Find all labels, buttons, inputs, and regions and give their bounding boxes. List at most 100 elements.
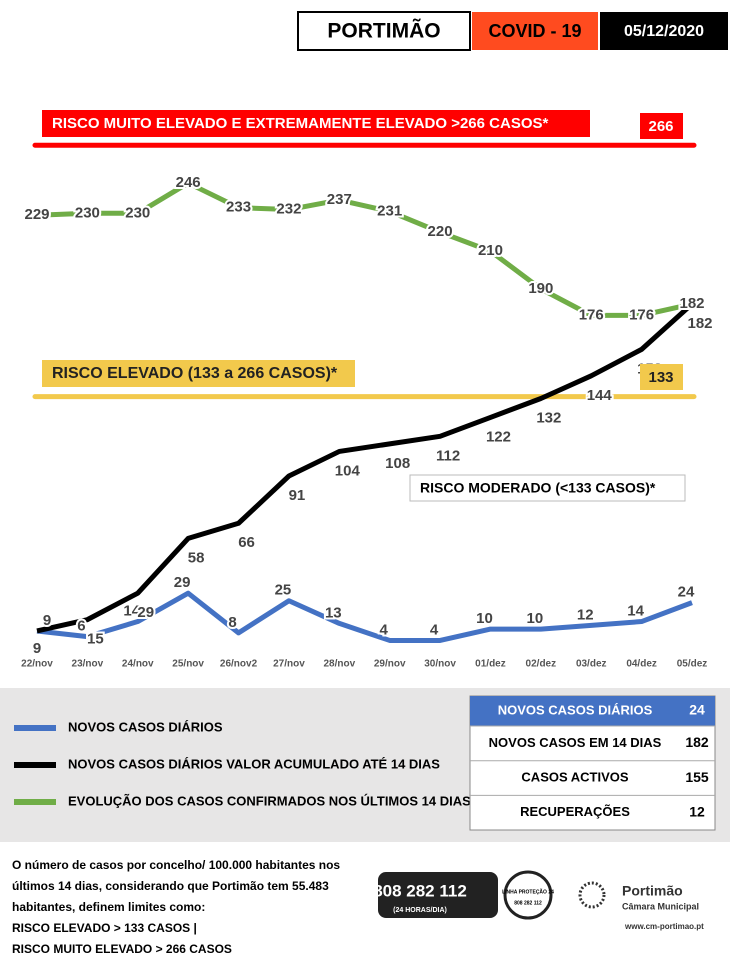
- data-label: 29: [174, 574, 191, 591]
- data-label: 108: [385, 455, 410, 472]
- data-label: 112: [436, 447, 460, 464]
- x-tick-label: 04/dez: [626, 659, 657, 670]
- annotation: RISCO MODERADO (<133 CASOS)*: [420, 480, 656, 496]
- line-phone: 808 282 112: [514, 900, 542, 906]
- threshold-label: RISCO MUITO ELEVADO E EXTREMAMENTE ELEVA…: [52, 115, 548, 132]
- data-label: 210: [478, 242, 503, 259]
- data-label: 220: [428, 223, 453, 240]
- x-tick-label: 01/dez: [475, 659, 506, 670]
- x-tick-label: 23/nov: [72, 659, 104, 670]
- footer-note: últimos 14 dias, considerando que Portim…: [12, 879, 329, 893]
- data-label: 182: [687, 315, 712, 332]
- threshold-value-box: [640, 113, 683, 139]
- data-label: 25: [275, 582, 292, 599]
- data-label: 237: [327, 191, 352, 208]
- data-label: 6: [77, 618, 85, 635]
- data-label: 233: [226, 199, 251, 216]
- data-label: 9: [33, 640, 41, 657]
- data-label: 9: [43, 612, 51, 629]
- x-tick-label: 24/nov: [122, 659, 154, 670]
- threshold-label-box: [42, 360, 355, 387]
- place-box: [297, 11, 471, 51]
- x-tick-label: 27/nov: [273, 659, 305, 670]
- table-value: 12: [689, 803, 705, 819]
- data-label: 144: [587, 387, 613, 404]
- x-tick-label: 28/nov: [323, 659, 355, 670]
- footer-note: RISCO MUITO ELEVADO > 266 CASOS: [12, 942, 232, 956]
- legend-label: NOVOS CASOS DIÁRIOS VALOR ACUMULADO ATÉ …: [68, 756, 440, 771]
- legend-label: EVOLUÇÃO DOS CASOS CONFIRMADOS NOS ÚLTIM…: [68, 793, 471, 808]
- data-label: 231: [377, 202, 402, 219]
- brand: Portimão: [622, 883, 683, 899]
- data-label: 132: [536, 409, 561, 426]
- footer-note: habitantes, definem limites como:: [12, 900, 205, 914]
- x-tick-label: 30/nov: [424, 659, 456, 670]
- legend-label: NOVOS CASOS DIÁRIOS: [68, 719, 223, 734]
- data-label: 10: [476, 610, 493, 627]
- footer-note: RISCO ELEVADO > 133 CASOS |: [12, 921, 197, 935]
- data-label: 91: [289, 487, 306, 504]
- legend: NOVOS CASOS DIÁRIOS NOVOS CASOS DIÁRIOS V…: [14, 719, 471, 808]
- table-label: NOVOS CASOS EM 14 DIAS: [489, 735, 662, 750]
- data-label: 66: [238, 534, 255, 551]
- table-value: 24: [689, 702, 705, 718]
- summary-table: NOVOS CASOS DIÁRIOS 24 NOVOS CASOS EM 14 D…: [469, 695, 716, 831]
- data-label: 122: [486, 428, 511, 445]
- url: www.cm-portimao.pt: [624, 922, 704, 931]
- x-tick-label: 22/nov: [21, 659, 53, 670]
- phone-hours: (24 HORAS/DIA): [393, 907, 447, 914]
- x-tick-label: 05/dez: [677, 659, 708, 670]
- data-label: 13: [325, 604, 342, 621]
- topic-box: [472, 12, 598, 50]
- topic: COVID - 19: [488, 21, 581, 41]
- data-label: 190: [528, 280, 553, 297]
- threshold-value: 133: [648, 369, 673, 386]
- date: 05/12/2020: [624, 23, 704, 40]
- data-label: 8: [228, 614, 236, 631]
- line-name: LINHA PROTEÇÃO 24: [502, 888, 554, 895]
- series-line: [36, 302, 694, 634]
- data-label: 182: [679, 295, 704, 312]
- data-label: 246: [176, 174, 201, 191]
- data-label: 4: [380, 621, 389, 638]
- data-label: 104: [335, 462, 361, 479]
- data-label: 24: [678, 584, 695, 601]
- data-label: 10: [527, 610, 544, 627]
- x-tick-label: 29/nov: [374, 659, 406, 670]
- brand-sub: Câmara Municipal: [622, 901, 699, 911]
- threshold-label-box: [42, 110, 590, 137]
- data-label: 4: [430, 621, 439, 638]
- threshold-value-box: [640, 364, 683, 390]
- table-label: RECUPERAÇÕES: [520, 804, 630, 819]
- table-header: [470, 696, 715, 726]
- threshold-label: RISCO ELEVADO (133 a 266 CASOS)*: [52, 365, 338, 382]
- line-badge: [503, 870, 553, 920]
- brand-logo: [578, 881, 606, 909]
- data-label: 176: [629, 306, 654, 323]
- data-label: 12: [577, 606, 594, 623]
- x-tick-label: 02/dez: [526, 659, 557, 670]
- data-label: 14: [123, 603, 140, 620]
- data-label: 14: [627, 603, 644, 620]
- data-label: 58: [188, 549, 205, 566]
- data-label: 29: [137, 604, 154, 621]
- series-line: [36, 180, 693, 318]
- footer-note: O número de casos por concelho/ 100.000 …: [12, 858, 340, 872]
- table-label: CASOS ACTIVOS: [521, 769, 628, 784]
- data-label: 232: [276, 200, 301, 217]
- place: PORTIMÃO: [327, 20, 440, 43]
- footer: 808 282 112 (24 HORAS/DIA) LINHA PROTEÇÃ…: [12, 858, 704, 956]
- table-label: NOVOS CASOS DIÁRIOS: [498, 702, 653, 717]
- data-label: 15: [87, 631, 104, 648]
- phone: 808 282 112: [373, 881, 467, 900]
- x-tick-label: 25/nov: [172, 659, 204, 670]
- x-tick-label: 03/dez: [576, 659, 607, 670]
- data-label: 230: [75, 204, 100, 221]
- data-label: 229: [24, 206, 49, 223]
- table-value: 155: [685, 769, 709, 785]
- series-line: [36, 590, 693, 643]
- annotation-box: [409, 474, 686, 502]
- data-label: 176: [579, 306, 604, 323]
